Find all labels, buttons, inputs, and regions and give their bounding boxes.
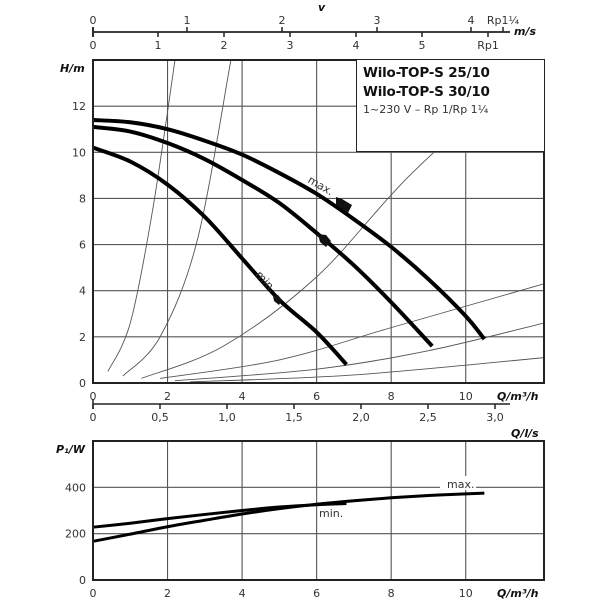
head-x-ticks: 0246810 [90, 390, 473, 403]
svg-text:8: 8 [79, 192, 86, 205]
head-curves [93, 120, 484, 365]
svg-text:0: 0 [79, 377, 86, 390]
svg-text:6: 6 [79, 239, 86, 252]
svg-text:10: 10 [459, 587, 473, 600]
svg-text:1: 1 [155, 39, 162, 52]
svg-text:0: 0 [79, 574, 86, 587]
power-x-ticks: 0 2 4 6 8 10 [90, 587, 473, 600]
svg-text:12: 12 [72, 100, 86, 113]
svg-text:2,0: 2,0 [352, 411, 370, 424]
velocity-axis-title: v [318, 1, 326, 14]
power-axis-title: P₁/W [56, 443, 86, 456]
flow-ls-axis-title: Q/l/s [511, 427, 539, 440]
flow-ls-axis: 0 0,5 1,0 1,5 2,0 2,5 3,0 [90, 399, 511, 424]
legend-model-30-10: Wilo-TOP-S 30/10 [363, 83, 544, 102]
svg-text:3: 3 [287, 39, 294, 52]
head-axis-title: H/m [60, 62, 85, 75]
velocity-unit-label: m/s [514, 25, 536, 38]
flow-axis-title-lower: Q/m³/h [497, 587, 539, 600]
svg-text:0: 0 [90, 39, 97, 52]
svg-text:8: 8 [388, 587, 395, 600]
svg-text:2: 2 [79, 331, 86, 344]
svg-text:4: 4 [239, 587, 246, 600]
svg-text:3: 3 [374, 14, 381, 27]
svg-text:1,5: 1,5 [285, 411, 303, 424]
svg-text:6: 6 [313, 390, 320, 403]
svg-text:6: 6 [313, 587, 320, 600]
svg-text:4: 4 [239, 390, 246, 403]
svg-text:10: 10 [459, 390, 473, 403]
svg-text:0: 0 [90, 587, 97, 600]
svg-text:1: 1 [184, 14, 191, 27]
max-label-lower: max. [447, 478, 474, 491]
velocity-axis-rp1: 0 1 2 3 4 5 Rp1 [90, 27, 511, 52]
svg-text:200: 200 [65, 528, 86, 541]
svg-text:4: 4 [468, 14, 475, 27]
svg-text:1,0: 1,0 [218, 411, 236, 424]
legend-box: Wilo-TOP-S 25/10 Wilo-TOP-S 30/10 1~230 … [356, 60, 544, 152]
legend-voltage: 1~230 V – Rp 1/Rp 1¼ [363, 102, 544, 118]
svg-text:4: 4 [79, 285, 86, 298]
velocity-axis-rp114: 01234Rp1¼ [90, 14, 520, 37]
svg-text:Rp1: Rp1 [477, 39, 499, 52]
svg-text:2: 2 [164, 587, 171, 600]
svg-text:5: 5 [419, 39, 426, 52]
legend-model-25-10: Wilo-TOP-S 25/10 [363, 64, 544, 83]
svg-text:0: 0 [90, 411, 97, 424]
svg-text:10: 10 [72, 146, 86, 159]
svg-text:0: 0 [90, 14, 97, 27]
svg-text:3,0: 3,0 [486, 411, 504, 424]
svg-text:8: 8 [388, 390, 395, 403]
svg-text:4: 4 [353, 39, 360, 52]
svg-text:2,5: 2,5 [419, 411, 437, 424]
flow-axis-title-upper: Q/m³/h [497, 390, 539, 403]
head-y-ticks: 0 2 4 6 8 10 12 [72, 100, 86, 390]
svg-text:2: 2 [164, 390, 171, 403]
svg-text:2: 2 [221, 39, 228, 52]
min-label-lower: min. [319, 507, 343, 520]
svg-text:0,5: 0,5 [151, 411, 169, 424]
svg-text:2: 2 [279, 14, 286, 27]
svg-text:400: 400 [65, 481, 86, 494]
power-y-ticks: 0 200 400 [65, 481, 86, 587]
